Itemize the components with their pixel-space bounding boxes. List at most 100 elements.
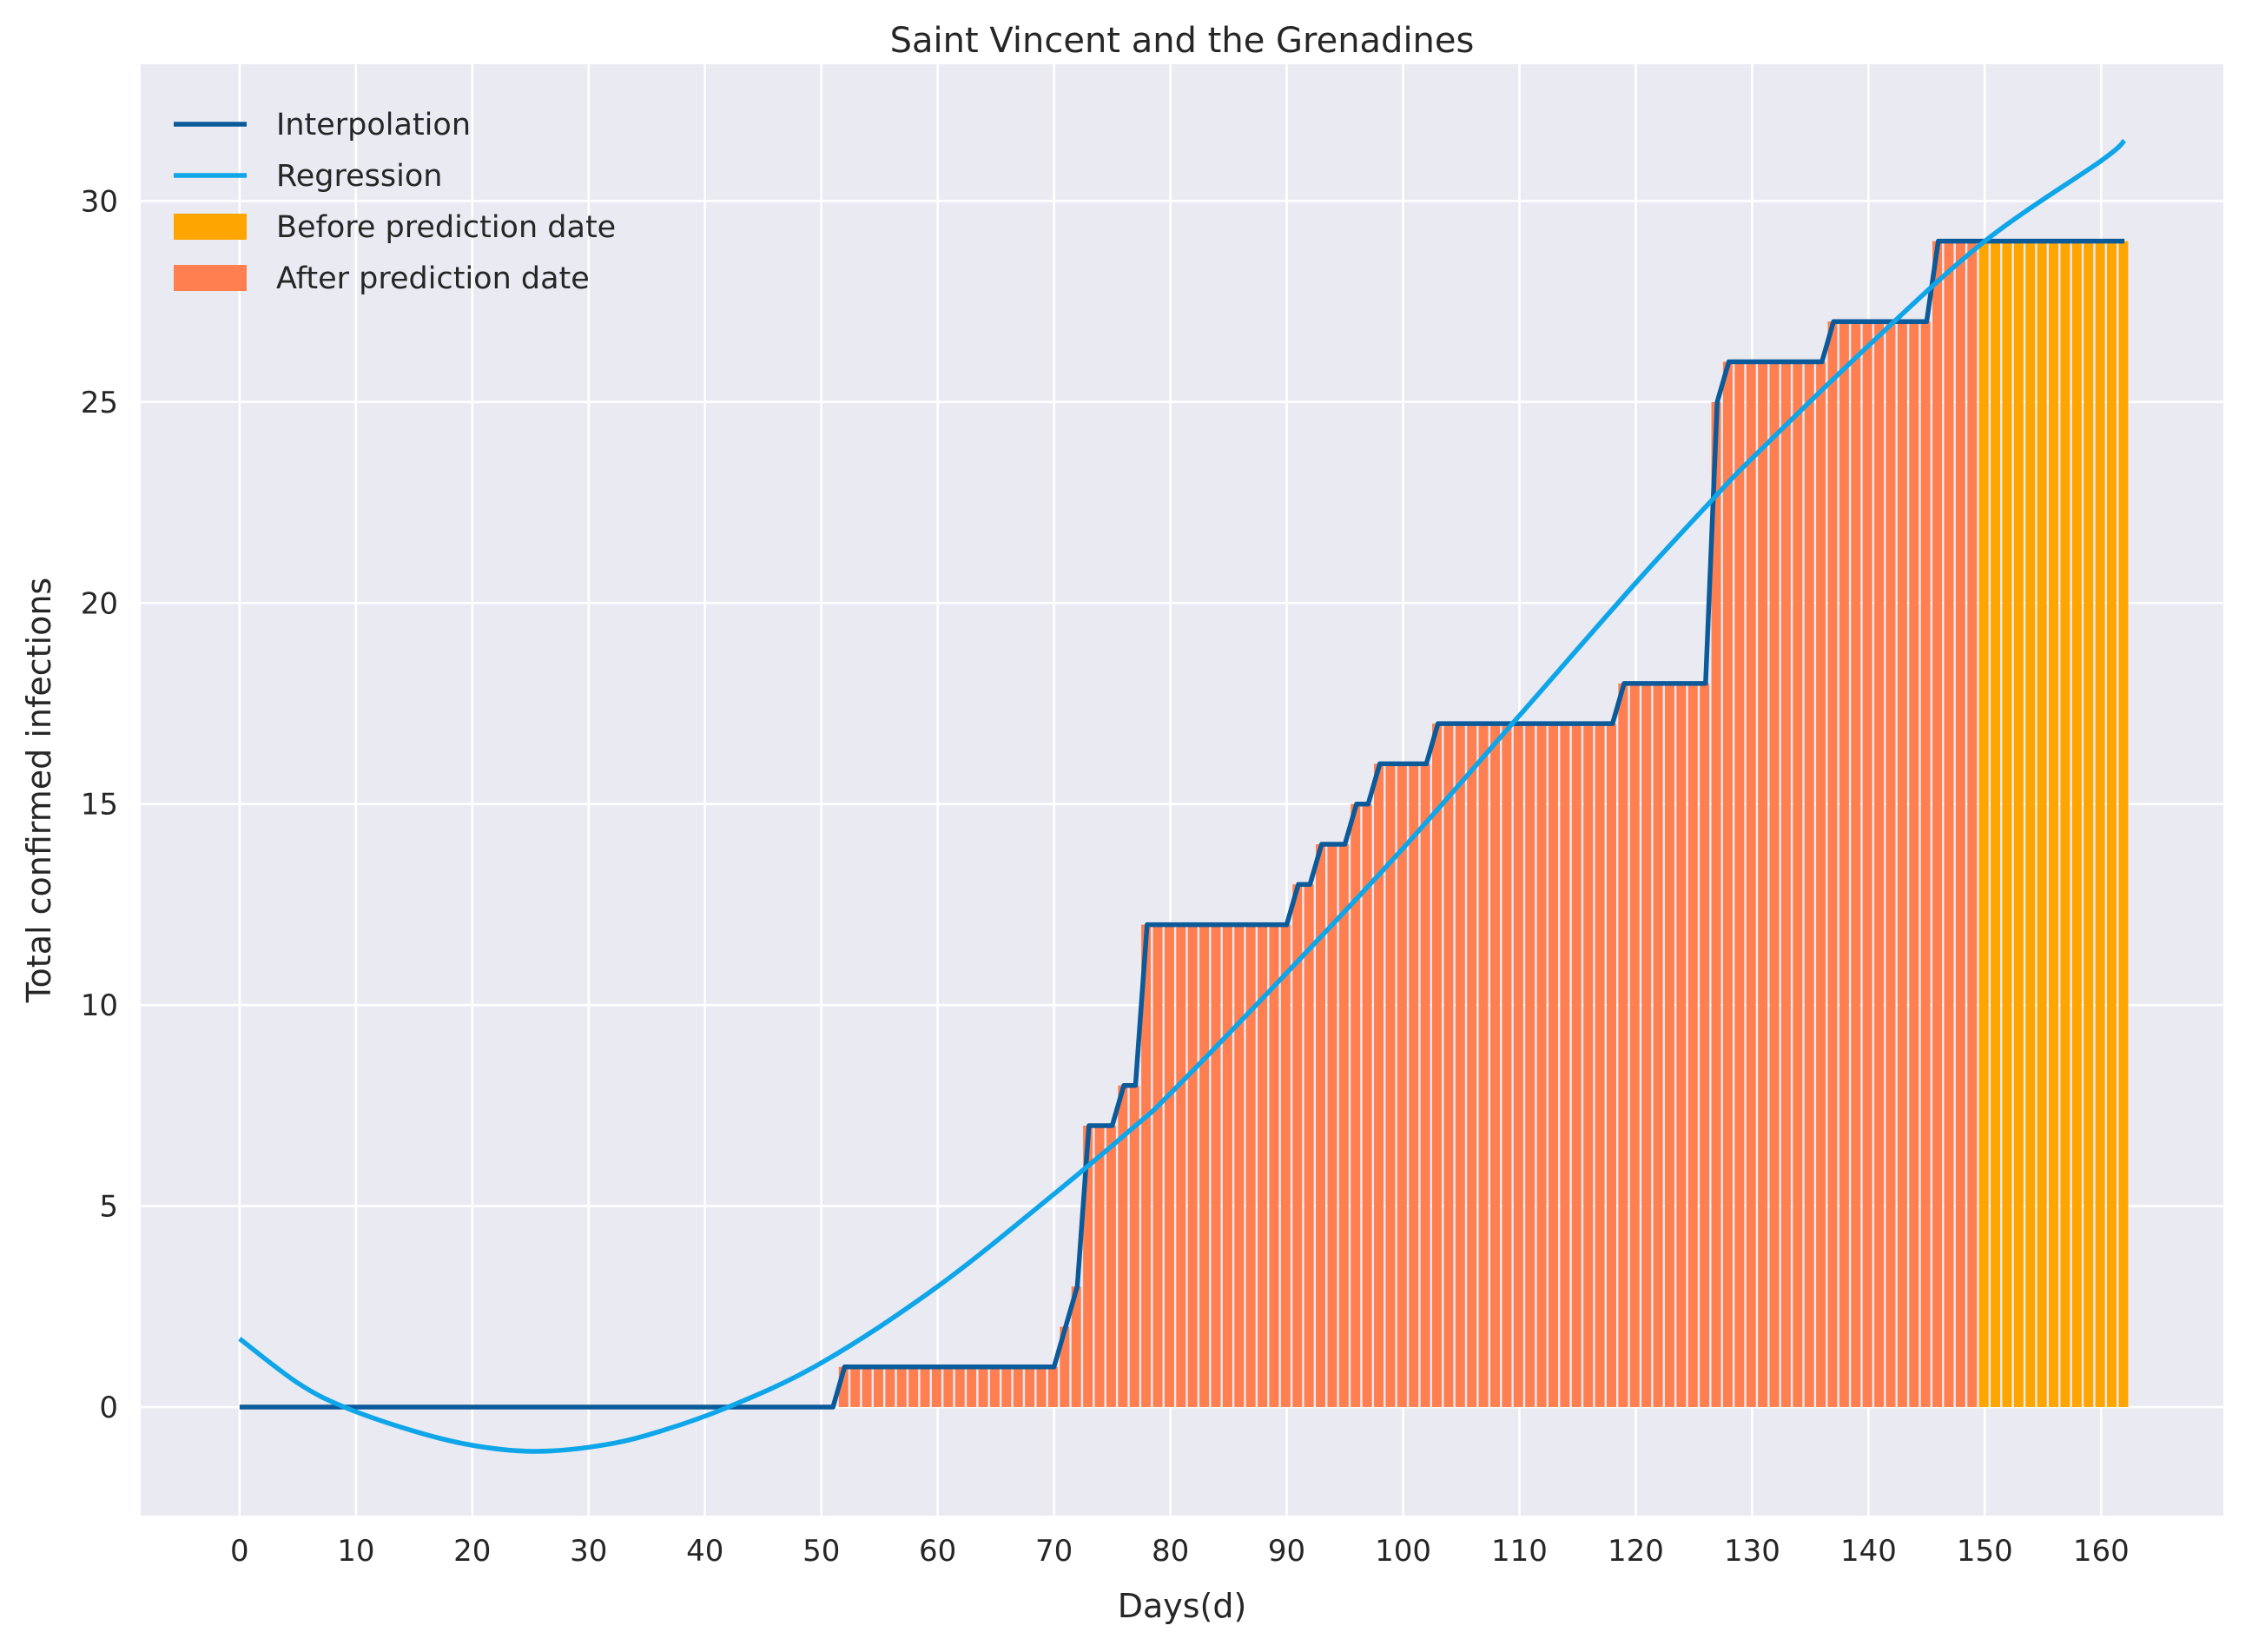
bar: [885, 1366, 895, 1408]
bar: [1071, 1286, 1081, 1408]
x-tick-label: 130: [1724, 1534, 1780, 1569]
bar: [1687, 683, 1698, 1408]
bar: [1141, 924, 1152, 1408]
x-tick-label: 80: [1152, 1534, 1189, 1569]
bar: [1991, 241, 2001, 1408]
y-axis-label: Total confirmed infections: [20, 578, 58, 1003]
x-tick-label: 40: [686, 1534, 723, 1569]
bar: [920, 1366, 930, 1408]
bar: [1955, 241, 1965, 1408]
bar: [2049, 241, 2059, 1408]
chart-title: Saint Vincent and the Grenadines: [890, 21, 1475, 61]
bar: [2060, 241, 2070, 1408]
bar: [1793, 361, 1803, 1408]
x-tick-label: 160: [2073, 1534, 2130, 1569]
bar: [1571, 724, 1582, 1408]
bar: [1932, 241, 1943, 1408]
bar: [896, 1366, 907, 1408]
bar: [1083, 1126, 1093, 1408]
x-tick-label: 100: [1375, 1534, 1431, 1569]
bar: [1909, 321, 1919, 1408]
bar: [1606, 724, 1616, 1408]
bar: [1409, 763, 1419, 1408]
x-tick-label: 20: [453, 1534, 491, 1569]
bar: [1432, 724, 1443, 1408]
bar: [2071, 241, 2082, 1408]
bar: [1234, 924, 1245, 1408]
y-tick-label: 15: [81, 788, 118, 823]
bar: [1967, 241, 1978, 1408]
bar: [1362, 803, 1372, 1408]
legend-patch-swatch: [174, 265, 247, 291]
bar: [1443, 724, 1454, 1408]
x-tick-label: 10: [337, 1534, 374, 1569]
bar: [1187, 924, 1198, 1408]
bar: [943, 1366, 954, 1408]
bar: [1711, 401, 1721, 1408]
bar: [862, 1366, 872, 1408]
bar: [1816, 361, 1826, 1408]
bar: [850, 1366, 861, 1408]
y-tick-label: 10: [81, 988, 118, 1023]
bar: [1316, 843, 1326, 1408]
bar: [1758, 361, 1768, 1408]
bar: [873, 1366, 883, 1408]
legend-label: Before prediction date: [276, 210, 616, 245]
bar: [1839, 321, 1849, 1408]
bar: [1106, 1126, 1116, 1408]
bar: [1595, 724, 1605, 1408]
bar: [2084, 241, 2094, 1408]
bar: [1385, 763, 1396, 1408]
bar: [1548, 724, 1558, 1408]
bar: [1025, 1366, 1035, 1408]
bar: [1211, 924, 1221, 1408]
bar: [1374, 763, 1384, 1408]
bar: [967, 1366, 977, 1408]
bar: [1152, 924, 1163, 1408]
bar: [954, 1366, 965, 1408]
bar: [1746, 361, 1756, 1408]
bar: [2095, 241, 2105, 1408]
bar: [989, 1366, 1000, 1408]
bar: [1060, 1326, 1070, 1408]
bars-group: [838, 241, 2129, 1408]
bar: [978, 1366, 988, 1408]
y-tick-label: 25: [81, 386, 118, 420]
bar: [2013, 241, 2024, 1408]
bar: [1222, 924, 1232, 1408]
bar: [1897, 321, 1907, 1408]
interpolation-line: [239, 238, 2125, 1410]
x-tick-label: 0: [230, 1534, 249, 1569]
x-tick-label: 90: [1268, 1534, 1305, 1569]
x-tick-label: 150: [1957, 1534, 2013, 1569]
bar: [1862, 321, 1872, 1408]
x-tick-label: 30: [570, 1534, 607, 1569]
bar: [1304, 884, 1314, 1408]
bar: [1351, 803, 1361, 1408]
x-tick-label: 120: [1608, 1534, 1664, 1569]
bar: [1502, 724, 1512, 1408]
bar: [908, 1366, 919, 1408]
bar: [1536, 724, 1547, 1408]
bar: [1560, 724, 1570, 1408]
bar: [1874, 321, 1885, 1408]
bar: [2037, 241, 2047, 1408]
legend-label: Interpolation: [276, 108, 471, 142]
bar: [1513, 724, 1523, 1408]
y-tick-label: 20: [81, 586, 118, 621]
bar: [1804, 361, 1814, 1408]
bar: [1664, 683, 1674, 1408]
y-tick-label: 30: [81, 184, 118, 219]
bar: [1944, 241, 1954, 1408]
tick-labels: 0 10 20 30 40 50 60 70 80 90 100 110 120 130 140 150 160…: [81, 184, 2130, 1569]
regression-line: [238, 138, 2127, 1454]
bar: [1164, 924, 1174, 1408]
bar: [1118, 1085, 1128, 1408]
bar: [1920, 321, 1931, 1408]
bar: [1269, 924, 1279, 1408]
bar: [1245, 924, 1256, 1408]
bar: [1490, 724, 1501, 1408]
bar: [1722, 361, 1733, 1408]
bar: [1641, 683, 1652, 1408]
